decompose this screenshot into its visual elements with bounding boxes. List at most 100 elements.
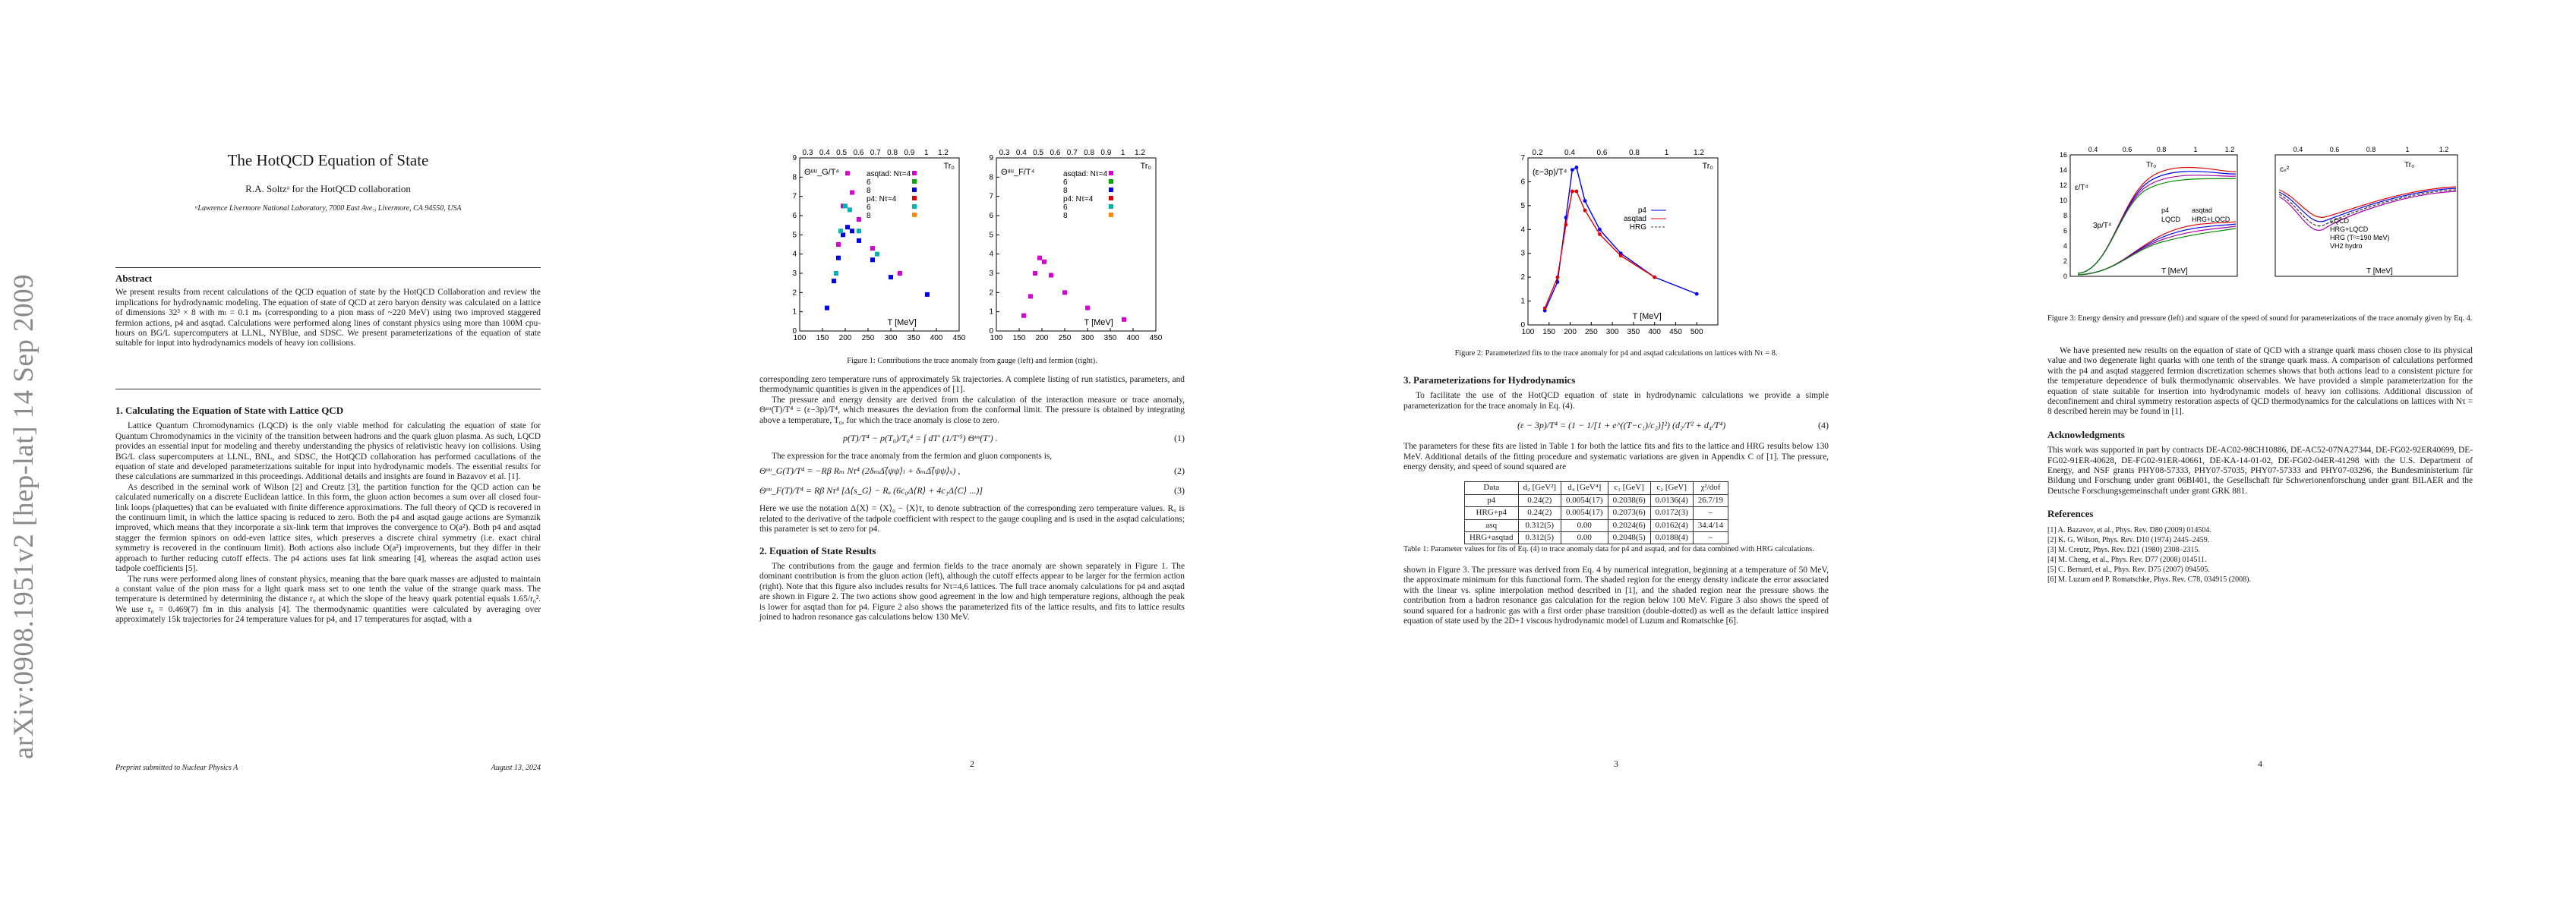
y-tick-label: 5 xyxy=(989,231,993,239)
data-point xyxy=(925,292,930,297)
reference-item: [2] K. G. Wilson, Phys. Rev. D10 (1974) … xyxy=(2047,535,2210,544)
curve-label: 3p/T⁴ xyxy=(2093,222,2111,230)
table-cell: – xyxy=(1692,531,1729,545)
equation-2-body: Θᵘᵘ_G(T)/T⁴ = −Rβ Rₘ Nτ⁴ (2δₘΔ⟨̅ψψ⟩ₗ + δ… xyxy=(759,465,961,477)
x-axis-label: T [MeV] xyxy=(2161,267,2188,276)
reference-item: [1] A. Bazavov, et al., Phys. Rev. D80 (… xyxy=(2047,525,2211,534)
table-cell: 0.0054(17) xyxy=(1561,493,1608,508)
legend-marker xyxy=(912,196,917,200)
legend-label: p4 xyxy=(2161,206,2169,214)
table-header-cell: χ²/dof xyxy=(1692,481,1729,495)
legend-label: p4: Nτ=4 xyxy=(1063,195,1094,203)
data-point xyxy=(848,207,852,213)
y-tick-label: 0 xyxy=(792,327,797,336)
table-cell: 0.24(2) xyxy=(1517,493,1562,508)
top-tick-label: 1 xyxy=(1121,149,1125,157)
table-cell: 0.0136(4) xyxy=(1649,493,1694,508)
paragraph: To facilitate the use of the HotQCD equa… xyxy=(1403,391,1829,411)
legend-marker xyxy=(912,188,917,192)
x-axis-label: T [MeV] xyxy=(888,318,917,327)
y-tick-label: 2 xyxy=(989,288,993,297)
y-tick-label: 4 xyxy=(989,251,993,259)
x-tick-label: 400 xyxy=(1648,328,1661,336)
plot-frame xyxy=(996,157,1157,332)
footer-date: August 13, 2024 xyxy=(491,764,541,772)
top-tick-label: 0.5 xyxy=(1033,149,1043,157)
table-cell: 0.2038(6) xyxy=(1607,493,1651,508)
equation-4-body: (ε − 3p)/T⁴ = (1 − 1/[1 + e^((T−c₁)/c₂)]… xyxy=(1517,420,1726,431)
page-3: 100 150 200 250 300 350 400 450 500 0 1 2 3 4 5 6 7 0.2 0.… xyxy=(1403,144,1829,774)
top-tick-label: 0.6 xyxy=(1597,149,1608,157)
y-tick-label: 8 xyxy=(792,173,797,181)
y-tick-label: 5 xyxy=(792,231,797,239)
legend-label: 8 xyxy=(1063,212,1068,220)
plot-frame xyxy=(2069,154,2238,277)
legend-label: VH2 hydro xyxy=(2330,242,2363,250)
paragraph: The parameters for these fits are listed… xyxy=(1403,442,1829,472)
table-cell: 0.2048(5) xyxy=(1607,531,1651,545)
x-tick-label: 300 xyxy=(1081,334,1094,342)
page-footer: Preprint submitted to Nuclear Physics A … xyxy=(115,763,541,773)
legend-label: HRG (Tᶜ=190 MeV) xyxy=(2330,234,2389,241)
legend-marker xyxy=(1109,179,1113,184)
top-tick-label: 0.2 xyxy=(1533,149,1543,157)
paragraph: Here we use the notation Δ⟨X⟩ = ⟨X⟩₀ − ⟨… xyxy=(759,504,1185,534)
table-cell: p4 xyxy=(1464,493,1519,508)
top-tick-label: 1.2 xyxy=(2439,146,2449,153)
y-tick-label: 7 xyxy=(1520,154,1525,162)
top-tick-label: 0.8 xyxy=(2366,146,2376,153)
equation-2-number: (2) xyxy=(1174,465,1185,477)
top-axis-label: Tr₀ xyxy=(943,162,955,171)
table-cell: – xyxy=(1692,506,1729,520)
top-tick-label: 0.8 xyxy=(1084,149,1094,157)
series-line xyxy=(1544,166,1697,311)
divider xyxy=(115,267,541,268)
legend-label: 8 xyxy=(867,187,871,195)
data-point xyxy=(875,251,879,257)
x-tick-label: 250 xyxy=(862,334,875,342)
table-cell: 0.00 xyxy=(1561,519,1608,533)
legend-marker xyxy=(1109,196,1113,200)
data-point xyxy=(1037,255,1042,260)
speed-of-sound-curve xyxy=(2278,189,2457,227)
x-tick-label: 150 xyxy=(1013,334,1026,342)
legend-marker xyxy=(1109,204,1113,209)
top-axis-label: Tr₀ xyxy=(1140,162,1151,171)
page-2: 100 150 200 250 300 350 400 450 0 1 2 3 4 5 6 7 8 9 0.3 0.4… xyxy=(759,144,1185,774)
top-tick-label: 0.8 xyxy=(1629,149,1640,157)
data-point xyxy=(1574,189,1579,194)
paragraph: We have presented new results on the equ… xyxy=(2047,346,2473,417)
page-4-body: We have presented new results on the equ… xyxy=(2047,346,2473,585)
data-point xyxy=(1570,168,1574,172)
data-point xyxy=(1618,254,1623,258)
table-cell: 0.0054(17) xyxy=(1561,506,1608,520)
legend-label: LQCD xyxy=(2330,217,2350,225)
legend-label: 8 xyxy=(1063,187,1068,195)
paragraph: The pressure and energy density are deri… xyxy=(759,395,1185,425)
y-tick-label: 1 xyxy=(989,308,993,317)
y-tick-label: 3 xyxy=(792,270,797,278)
data-point xyxy=(1598,227,1602,232)
table-row: p4 0.24(2) 0.0054(17) 0.2038(6) 0.0136(4) 26.… xyxy=(1464,493,1729,508)
top-tick-label: 1.2 xyxy=(938,149,949,157)
x-tick-label: 300 xyxy=(885,334,898,342)
affiliation: ᵃLawrence Livermore National Laboratory,… xyxy=(194,204,462,213)
plot-frame xyxy=(1527,157,1719,326)
figure-2-caption: Figure 2: Parameterized fits to the trac… xyxy=(1454,349,1778,358)
data-point xyxy=(834,271,838,276)
y-tick-label: 1 xyxy=(792,308,797,317)
y-axis-label: cₛ² xyxy=(2280,165,2290,174)
data-point xyxy=(1542,306,1547,310)
table-header-row: Data d₂ [GeV²] d₄ [GeV⁴] c₁ [GeV] c₂ [GeV] χ²… xyxy=(1464,481,1729,495)
paragraph: The runs were performed along lines of c… xyxy=(115,574,541,625)
top-tick-label: 0.4 xyxy=(2088,146,2098,153)
x-tick-label: 250 xyxy=(1585,328,1598,336)
data-point xyxy=(1694,292,1699,296)
legend-label: HRG+LQCD xyxy=(2192,216,2230,223)
paper-title: The HotQCD Equation of State xyxy=(227,151,429,169)
legend-marker xyxy=(912,213,917,217)
x-tick-label: 500 xyxy=(1690,328,1703,336)
data-point xyxy=(1021,313,1026,318)
section-1: 1. Calculating the Equation of State wit… xyxy=(115,405,541,626)
speed-of-sound-curve xyxy=(2278,186,2457,218)
